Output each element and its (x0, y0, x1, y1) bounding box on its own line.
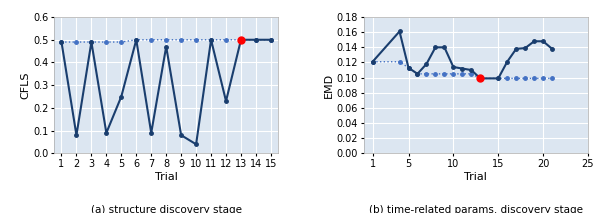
Text: (a) structure discovery stage: (a) structure discovery stage (91, 205, 242, 213)
Y-axis label: EMD: EMD (324, 73, 334, 98)
Text: (b) time-related params. discovery stage: (b) time-related params. discovery stage (369, 205, 583, 213)
X-axis label: Trial: Trial (464, 172, 487, 182)
Y-axis label: CFLS: CFLS (20, 71, 30, 99)
X-axis label: Trial: Trial (155, 172, 178, 182)
